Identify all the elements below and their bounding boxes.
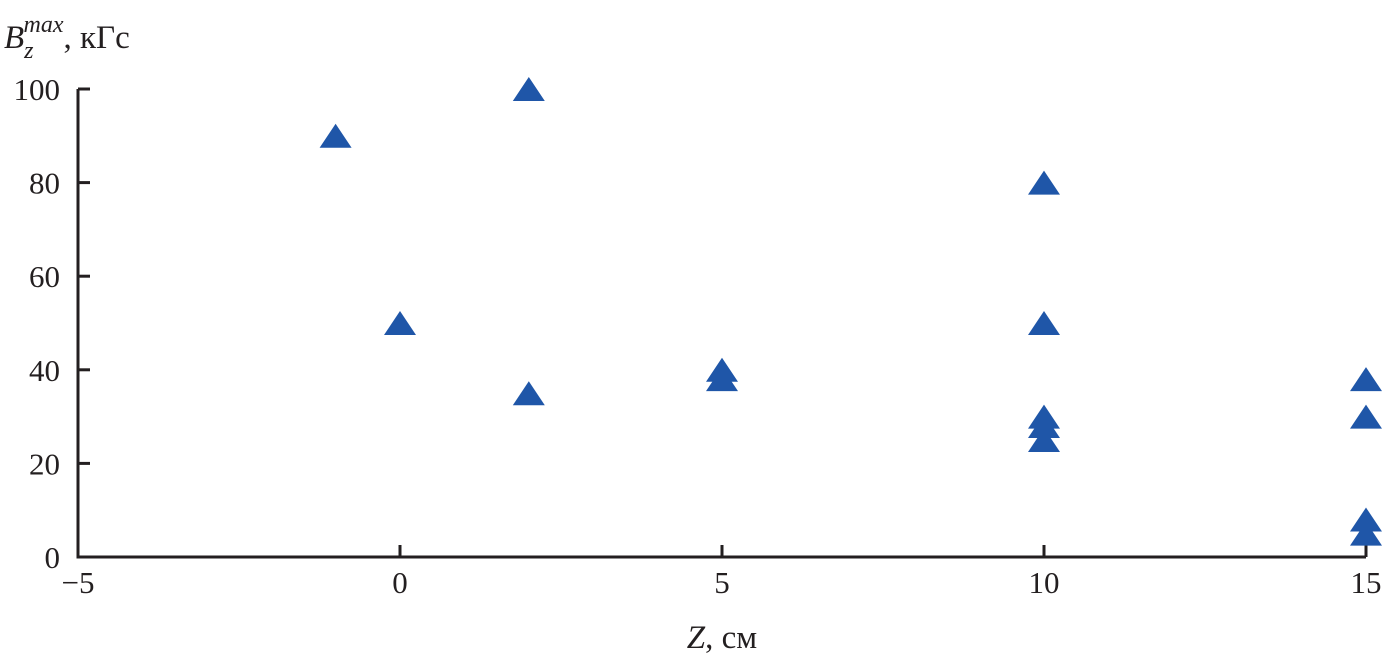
data-point-triangle: [1028, 170, 1060, 195]
y-axis-sub: z: [23, 38, 34, 64]
y-tick-label: 0: [45, 540, 61, 575]
y-axis-unit: , кГс: [64, 20, 130, 56]
data-point-triangle: [512, 77, 545, 101]
x-tick-label: 5: [714, 565, 730, 600]
x-axis-title: Z, см: [687, 620, 758, 656]
data-point-triangle: [1350, 404, 1382, 429]
data-point-triangle: [706, 367, 738, 392]
x-axis-var: Z: [687, 620, 706, 656]
x-tick-label: 0: [392, 565, 408, 600]
x-tick-label: 10: [1029, 565, 1060, 600]
data-point-triangle: [512, 381, 545, 406]
y-axis-sup: max: [24, 12, 64, 38]
x-tick-label: −5: [62, 565, 95, 600]
y-axis-title: Bzmax, кГс: [4, 12, 130, 64]
y-axis-var: B: [4, 20, 24, 56]
y-tick-label: 60: [29, 259, 60, 294]
data-point-triangle: [319, 123, 352, 148]
data-point-triangle: [1028, 311, 1060, 335]
x-tick-label: 15: [1351, 565, 1382, 600]
data-point-triangle: [384, 311, 416, 335]
data-point-triangle: [1350, 367, 1382, 392]
y-tick-label: 80: [29, 166, 60, 201]
data-point-triangle: [1028, 428, 1060, 452]
y-tick-label: 20: [29, 446, 60, 481]
axes: [76, 89, 1366, 559]
data-point-triangle: [1350, 521, 1382, 546]
x-axis-unit: , см: [705, 620, 757, 656]
y-tick-label: 40: [29, 353, 60, 388]
data-point-triangle: [1028, 413, 1060, 438]
data-points: [319, 77, 1382, 546]
y-tick-label: 100: [14, 72, 61, 107]
data-point-triangle: [1350, 507, 1382, 532]
